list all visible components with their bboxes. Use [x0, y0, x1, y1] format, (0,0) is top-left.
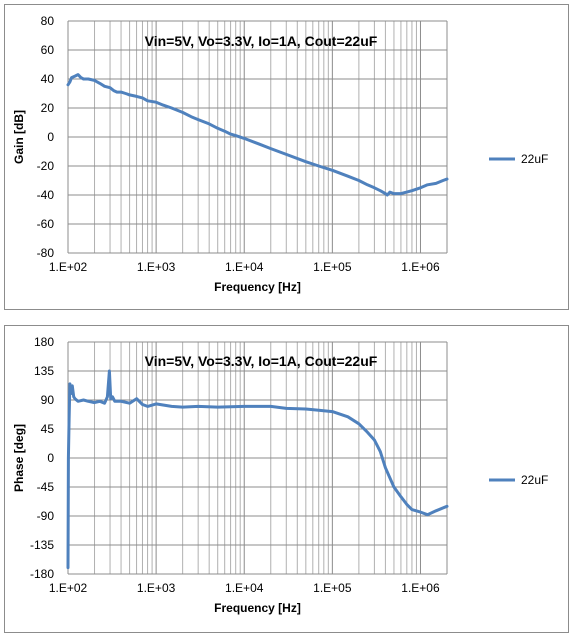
y-axis-title: Gain [dB]	[12, 110, 26, 164]
y-tick-label: 180	[34, 335, 54, 349]
series-line-22uF	[66, 369, 449, 570]
chart-title: Vin=5V, Vo=3.3V, Io=1A, Cout=22uF	[145, 353, 378, 369]
y-tick-label: 40	[41, 72, 55, 86]
y-gridlines	[68, 20, 447, 254]
y-tick-label: -60	[37, 217, 55, 231]
x-axis-title: Frequency [Hz]	[214, 601, 301, 615]
x-tick-label: 1.E+02	[49, 581, 88, 595]
y-tick-label: -20	[37, 159, 55, 173]
y-tick-label: 135	[34, 364, 54, 378]
y-tick-label: 60	[41, 43, 55, 57]
y-tick-label: -45	[37, 480, 55, 494]
chart-title: Vin=5V, Vo=3.3V, Io=1A, Cout=22uF	[145, 33, 378, 49]
y-tick-label: -40	[37, 188, 55, 202]
y-tick-label: 80	[41, 14, 55, 28]
x-tick-label: 1.E+04	[225, 581, 264, 595]
y-tick-label: -90	[37, 509, 55, 523]
y-tick-label: 90	[41, 393, 55, 407]
y-tick-label: -80	[37, 246, 55, 260]
y-axis-title: Phase [deg]	[12, 424, 26, 492]
x-tick-label: 1.E+06	[401, 260, 440, 274]
x-tick-label: 1.E+05	[313, 260, 352, 274]
y-tick-label: 45	[41, 422, 55, 436]
series-line-22uF	[66, 73, 449, 197]
y-tick-label: 20	[41, 101, 55, 115]
gain-chart-panel: -80 -60 -40 -20 0 20 40 60 80 1.E+02 1.E+03 1.E+04 1…	[4, 4, 569, 310]
legend-label: 22uF	[521, 152, 548, 166]
y-tick-label: 0	[47, 451, 54, 465]
phase-chart-panel: -180 -135 -90 -45 0 45 90 135 180 1.E+02 1.E+03 1.E…	[4, 325, 569, 633]
y-tick-label: -135	[30, 538, 54, 552]
legend-label: 22uF	[521, 473, 548, 487]
phase-chart: -180 -135 -90 -45 0 45 90 135 180 1.E+02 1.E+03 1.E…	[12, 335, 548, 615]
x-axis-title: Frequency [Hz]	[214, 280, 301, 294]
y-gridlines	[68, 341, 447, 575]
y-tick-label: -180	[30, 567, 54, 581]
x-tick-label: 1.E+03	[137, 581, 176, 595]
y-tick-label: 0	[47, 130, 54, 144]
x-tick-label: 1.E+02	[49, 260, 88, 274]
x-tick-label: 1.E+03	[137, 260, 176, 274]
x-tick-label: 1.E+04	[225, 260, 264, 274]
x-tick-label: 1.E+06	[401, 581, 440, 595]
gain-chart: -80 -60 -40 -20 0 20 40 60 80 1.E+02 1.E+03 1.E+04 1…	[12, 14, 548, 294]
x-tick-label: 1.E+05	[313, 581, 352, 595]
